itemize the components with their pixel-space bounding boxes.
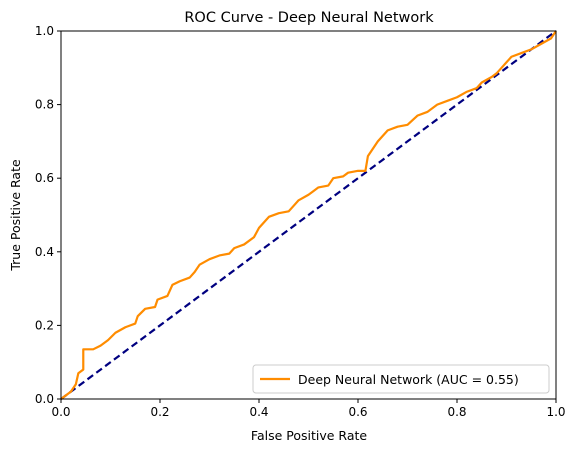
y-tick-label: 0.4 [35, 245, 54, 259]
y-axis-ticks: 0.0 0.2 0.4 0.6 0.8 1.0 [35, 24, 61, 406]
x-axis-ticks: 0.0 0.2 0.4 0.6 0.8 1.0 [51, 399, 566, 419]
chance-diagonal-line [60, 30, 557, 400]
y-tick-label: 0.2 [35, 318, 54, 332]
y-tick-label: 0.0 [35, 392, 54, 406]
x-tick-label: 0.6 [348, 405, 367, 419]
y-tick-label: 0.6 [35, 171, 54, 185]
legend: Deep Neural Network (AUC = 0.55) [252, 364, 550, 394]
x-tick-label: 0.2 [150, 405, 169, 419]
plot-area [60, 30, 557, 400]
y-tick-label: 0.8 [35, 98, 54, 112]
chart-title: ROC Curve - Deep Neural Network [184, 10, 434, 26]
x-tick-label: 0.0 [51, 405, 70, 419]
x-tick-label: 1.0 [546, 405, 565, 419]
legend-label-dnn: Deep Neural Network (AUC = 0.55) [298, 372, 519, 387]
y-axis-label: True Positive Rate [8, 159, 23, 272]
x-tick-label: 0.8 [447, 405, 466, 419]
x-tick-label: 0.4 [249, 405, 268, 419]
legend-box [252, 364, 550, 394]
roc-curve-line [60, 30, 557, 400]
x-axis-label: False Positive Rate [251, 428, 367, 443]
plot-frame [60, 30, 557, 400]
y-tick-label: 1.0 [35, 24, 54, 38]
